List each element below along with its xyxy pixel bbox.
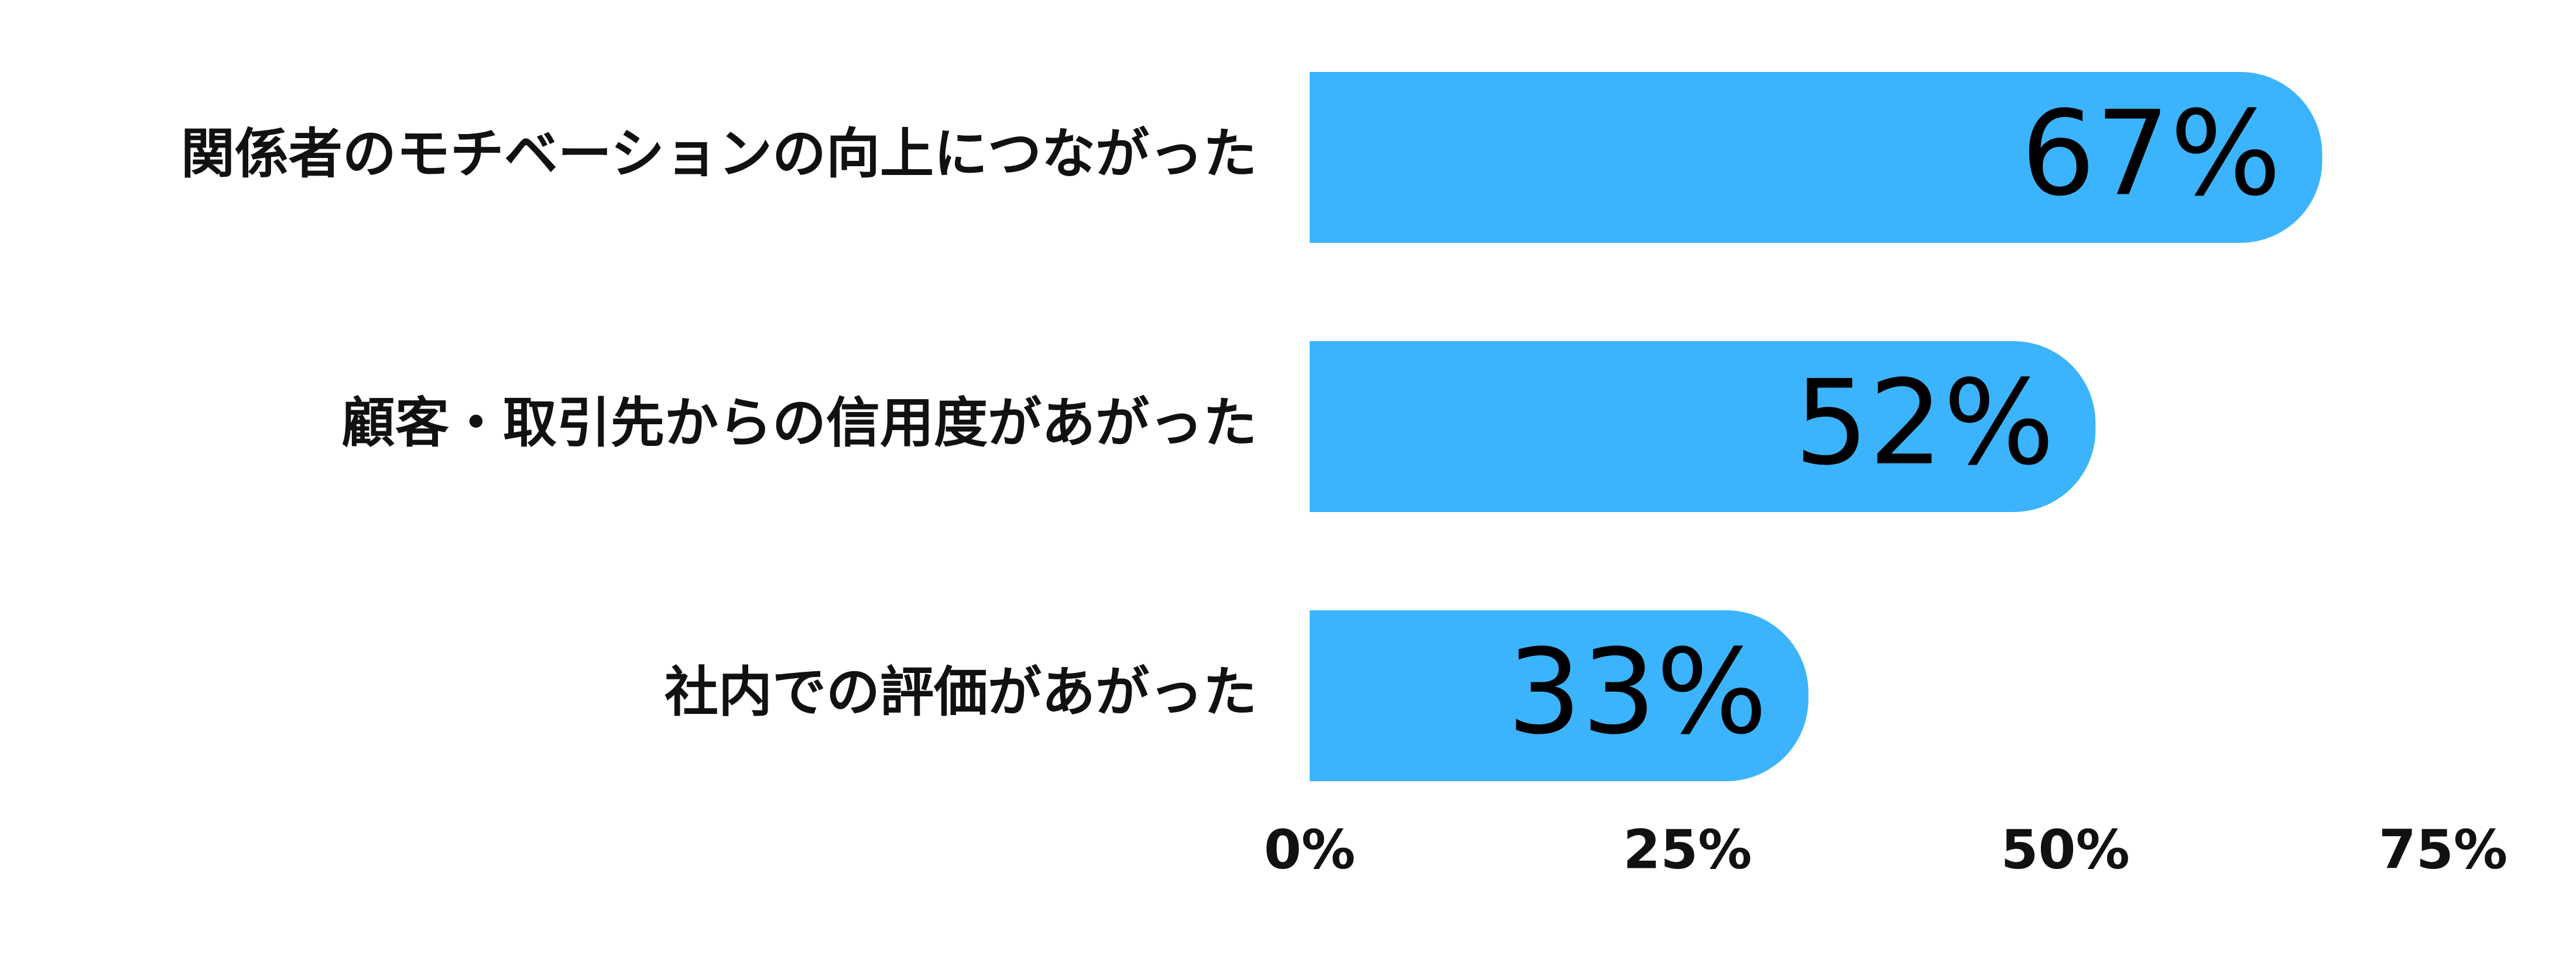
x-tick-label: 50% xyxy=(2001,818,2130,881)
value-label: 67% xyxy=(2021,86,2282,222)
x-tick-label: 0% xyxy=(1264,818,1355,881)
value-label: 52% xyxy=(1794,355,2055,492)
category-label: 顧客・取引先からの信用度があがった xyxy=(341,391,1257,454)
x-tick-label: 75% xyxy=(2379,818,2508,881)
bar xyxy=(1310,341,2096,512)
bar xyxy=(1310,72,2322,243)
category-label: 社内での評価があがった xyxy=(664,661,1257,723)
value-label: 33% xyxy=(1507,624,1767,761)
x-tick-label: 25% xyxy=(1623,818,1752,881)
category-label: 関係者のモチベーションの向上につながった xyxy=(181,122,1257,185)
bar xyxy=(1310,610,1808,781)
